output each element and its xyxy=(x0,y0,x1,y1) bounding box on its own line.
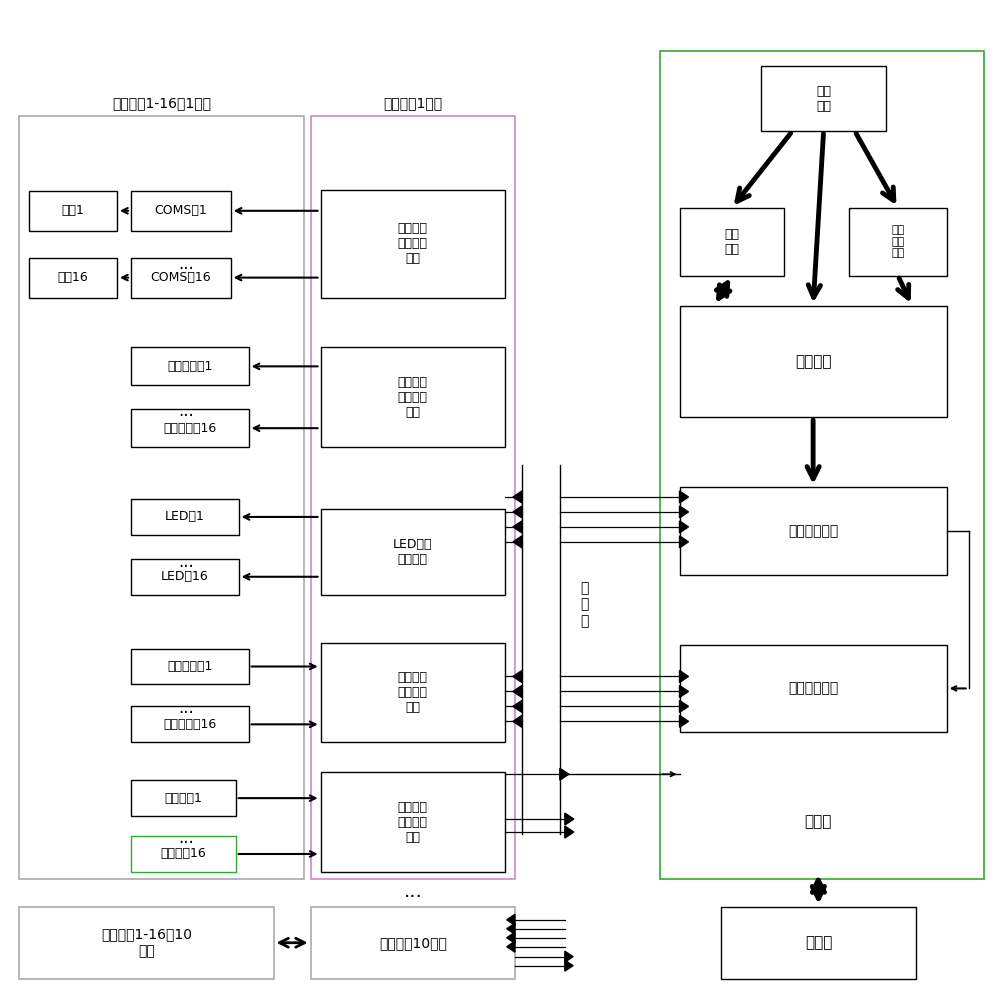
Text: 红外接收
多路选择
单元: 红外接收 多路选择 单元 xyxy=(398,671,428,714)
Polygon shape xyxy=(680,686,688,697)
Text: ...: ... xyxy=(178,553,194,570)
Text: 通讯
模块: 通讯 模块 xyxy=(724,228,739,256)
Text: LED多路
选择单元: LED多路 选择单元 xyxy=(393,538,432,565)
Bar xyxy=(311,907,515,979)
Polygon shape xyxy=(565,813,574,825)
Bar xyxy=(761,66,886,131)
Polygon shape xyxy=(565,960,573,971)
Text: 红外发射器16: 红外发射器16 xyxy=(163,422,216,434)
Bar xyxy=(321,348,505,447)
Bar xyxy=(721,907,916,979)
Polygon shape xyxy=(680,700,688,712)
Polygon shape xyxy=(680,715,688,727)
Bar xyxy=(849,208,947,276)
Polygon shape xyxy=(680,521,688,533)
Text: ...: ... xyxy=(178,829,194,847)
Bar xyxy=(660,51,984,879)
Bar xyxy=(680,208,784,276)
Text: 微动开关1: 微动开关1 xyxy=(164,792,202,805)
Text: 转
接
板: 转 接 板 xyxy=(581,581,589,627)
Bar xyxy=(321,190,505,297)
Text: 层控板（10层）: 层控板（10层） xyxy=(379,936,447,950)
Bar xyxy=(131,191,231,230)
Text: 电机1: 电机1 xyxy=(62,204,85,218)
Bar xyxy=(680,487,947,575)
Text: 电机16: 电机16 xyxy=(58,271,89,284)
Polygon shape xyxy=(565,952,573,962)
Text: 红外发射
多路选择
单元: 红外发射 多路选择 单元 xyxy=(398,375,428,419)
Text: ...: ... xyxy=(178,699,194,717)
Text: 电源
模块: 电源 模块 xyxy=(816,85,831,112)
Bar xyxy=(131,409,249,447)
Polygon shape xyxy=(507,914,515,925)
Text: 微动开关
多路选择
单元: 微动开关 多路选择 单元 xyxy=(398,801,428,843)
Bar xyxy=(131,706,249,743)
Text: COMS管1: COMS管1 xyxy=(155,204,207,218)
Bar xyxy=(131,836,236,872)
Text: COMS管16: COMS管16 xyxy=(151,271,211,284)
Text: LED灯1: LED灯1 xyxy=(165,510,205,523)
Polygon shape xyxy=(680,491,688,503)
Bar xyxy=(680,305,947,418)
Text: ...: ... xyxy=(404,883,423,901)
Bar xyxy=(311,116,515,879)
Text: 层控板（1层）: 层控板（1层） xyxy=(383,97,442,110)
Text: LED灯16: LED灯16 xyxy=(161,570,209,583)
Bar xyxy=(131,258,231,297)
Polygon shape xyxy=(513,491,522,503)
Bar xyxy=(131,648,249,685)
Text: 红外发射器1: 红外发射器1 xyxy=(167,360,213,373)
Text: 电机总成1-16（1层）: 电机总成1-16（1层） xyxy=(112,97,211,110)
Text: 电机总成1-16（10
层）: 电机总成1-16（10 层） xyxy=(101,928,192,957)
Bar xyxy=(321,772,505,872)
Text: 地址
拨码
开关: 地址 拨码 开关 xyxy=(891,226,905,258)
Text: ...: ... xyxy=(178,255,194,273)
Text: 红外接收器16: 红外接收器16 xyxy=(163,718,216,731)
Polygon shape xyxy=(513,506,522,518)
Polygon shape xyxy=(513,536,522,548)
Bar xyxy=(131,499,239,535)
Polygon shape xyxy=(507,932,515,944)
Polygon shape xyxy=(513,686,522,697)
Bar xyxy=(19,116,304,879)
Text: ...: ... xyxy=(178,402,194,421)
Polygon shape xyxy=(513,671,522,683)
Text: 电机控制
多路选择
单元: 电机控制 多路选择 单元 xyxy=(398,223,428,265)
Text: 上位机: 上位机 xyxy=(805,935,832,951)
Polygon shape xyxy=(565,826,574,838)
Polygon shape xyxy=(507,942,515,952)
Bar xyxy=(19,907,274,979)
Polygon shape xyxy=(680,536,688,548)
Polygon shape xyxy=(560,768,569,780)
Text: 总线收发单元: 总线收发单元 xyxy=(788,682,838,695)
Text: 微处理器: 微处理器 xyxy=(795,354,831,368)
Bar xyxy=(131,558,239,595)
Bar xyxy=(321,509,505,595)
Text: 红外接收器1: 红外接收器1 xyxy=(167,660,213,673)
Text: 主控板: 主控板 xyxy=(804,815,832,829)
Text: 地址选择单元: 地址选择单元 xyxy=(788,524,838,538)
Polygon shape xyxy=(507,923,515,934)
Bar xyxy=(131,348,249,385)
Text: 微动开关16: 微动开关16 xyxy=(161,847,206,861)
Bar xyxy=(680,644,947,732)
Bar xyxy=(29,191,117,230)
Polygon shape xyxy=(680,671,688,683)
Polygon shape xyxy=(513,715,522,727)
Bar xyxy=(29,258,117,297)
Polygon shape xyxy=(513,521,522,533)
Bar xyxy=(131,780,236,817)
Bar xyxy=(321,642,505,743)
Polygon shape xyxy=(513,700,522,712)
Polygon shape xyxy=(680,506,688,518)
